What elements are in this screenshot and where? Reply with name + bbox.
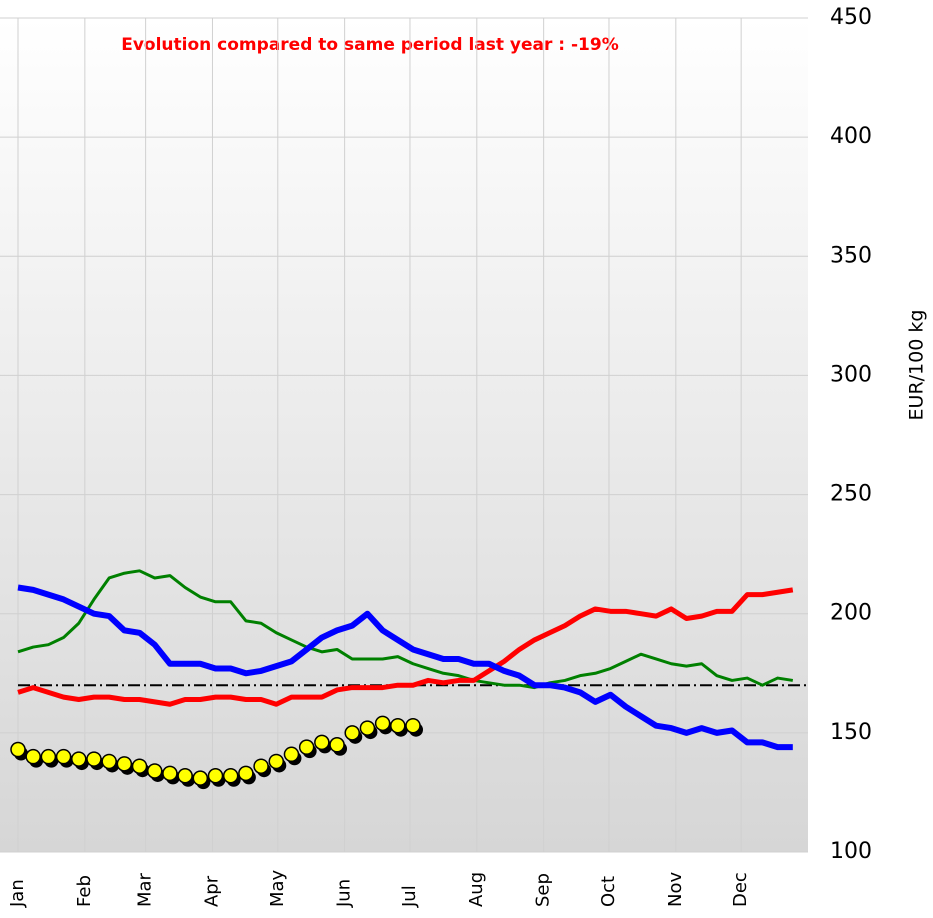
marker — [146, 763, 163, 779]
y-tick-label: 250 — [830, 482, 872, 507]
marker — [298, 739, 315, 755]
x-tick-label: Jun — [334, 879, 355, 908]
x-tick-label: May — [267, 869, 288, 907]
y-tick-label: 450 — [830, 5, 872, 30]
x-tick-label: Dec — [730, 872, 751, 907]
marker — [405, 717, 421, 734]
x-tick-label: Jul — [399, 885, 420, 908]
series-line — [17, 584, 793, 751]
marker — [390, 717, 406, 734]
marker — [314, 734, 330, 751]
x-tick-label: Aug — [466, 872, 487, 907]
marker — [25, 748, 41, 765]
marker — [238, 765, 254, 782]
plot-background — [0, 18, 808, 852]
marker — [374, 715, 391, 732]
marker — [344, 725, 360, 741]
y-tick-label: 150 — [830, 720, 872, 745]
marker — [71, 751, 87, 767]
marker — [268, 753, 285, 770]
marker — [101, 753, 117, 770]
marker — [283, 746, 300, 763]
series-line — [17, 587, 794, 707]
marker — [222, 767, 239, 784]
marker — [131, 758, 148, 774]
series-line — [17, 569, 794, 690]
marker — [329, 737, 345, 753]
marker — [40, 748, 57, 765]
y-tick-label: 200 — [830, 601, 872, 626]
x-tick-label: Apr — [201, 875, 222, 907]
y-tick-label: 300 — [830, 362, 872, 387]
marker — [10, 741, 26, 758]
chart-title: Evolution compared to same period last y… — [121, 35, 619, 55]
x-tick-label: Feb — [74, 875, 95, 907]
marker — [116, 756, 133, 772]
x-tick-label: Oct — [598, 876, 619, 907]
y-tick-label: 400 — [830, 124, 872, 149]
marker — [162, 765, 178, 782]
marker — [207, 767, 224, 784]
y-tick-label: 100 — [830, 839, 872, 864]
marker — [177, 767, 193, 784]
x-tick-label: Jan — [7, 879, 28, 908]
marker — [253, 758, 269, 774]
marker — [359, 720, 376, 736]
marker — [86, 751, 102, 767]
y-tick-label: 350 — [830, 243, 872, 268]
x-tick-label: Nov — [665, 872, 686, 907]
x-tick-label: Mar — [135, 872, 156, 907]
marker — [192, 770, 209, 786]
marker — [55, 748, 72, 765]
y-axis-label: EUR/100 kg — [906, 310, 928, 421]
x-tick-label: Sep — [533, 873, 554, 907]
